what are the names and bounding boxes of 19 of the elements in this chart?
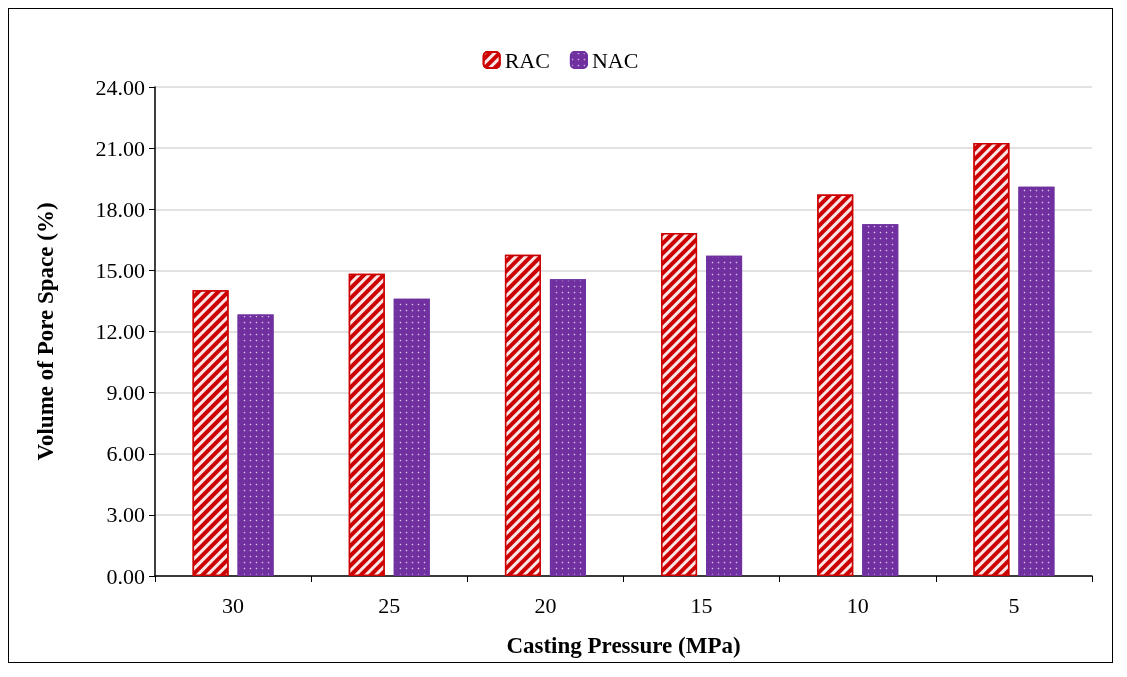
x-tick-label: 10 — [846, 592, 869, 618]
x-tick-label: 15 — [690, 592, 713, 618]
x-tick-label: 5 — [1008, 592, 1020, 618]
x-tick-label: 25 — [378, 592, 401, 618]
y-tick-label: 9.00 — [106, 380, 145, 406]
y-tick-label: 0.00 — [106, 563, 145, 589]
y-tick-label: 12.00 — [95, 319, 145, 344]
x-tick-label: 20 — [534, 592, 557, 618]
y-tick-label: 24.00 — [95, 74, 145, 100]
x-tick-label: 30 — [222, 592, 245, 618]
y-tick-label: 3.00 — [106, 502, 145, 528]
y-tick-label: 15.00 — [95, 257, 145, 283]
legend-label: RAC — [504, 47, 550, 73]
y-axis-title: Volume of Pore Space (%) — [33, 202, 58, 461]
y-tick-label: 18.00 — [95, 196, 145, 222]
x-axis-title: Casting Pressure (MPa) — [506, 633, 741, 658]
y-tick-label: 21.00 — [95, 135, 145, 161]
legend-label: NAC — [591, 47, 639, 73]
y-tick-label: 6.00 — [106, 441, 145, 467]
